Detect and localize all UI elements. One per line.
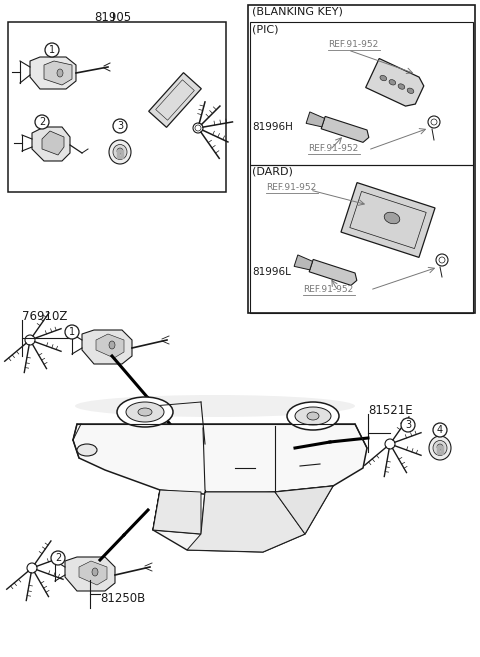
Circle shape [45, 43, 59, 57]
Ellipse shape [307, 412, 319, 420]
Circle shape [51, 551, 65, 565]
Bar [248, 5, 475, 313]
Ellipse shape [433, 440, 447, 455]
Polygon shape [306, 112, 324, 127]
Polygon shape [44, 61, 72, 85]
Ellipse shape [109, 341, 115, 349]
Ellipse shape [77, 444, 97, 456]
Polygon shape [73, 424, 367, 496]
Ellipse shape [126, 402, 164, 422]
Bar [8, 22, 226, 192]
Ellipse shape [295, 407, 331, 425]
Polygon shape [153, 486, 333, 552]
Ellipse shape [117, 397, 173, 427]
Ellipse shape [75, 395, 355, 417]
Polygon shape [275, 486, 333, 534]
Text: (PIC): (PIC) [252, 24, 278, 34]
Text: (BLANKING KEY): (BLANKING KEY) [252, 7, 343, 17]
Polygon shape [309, 260, 357, 285]
Polygon shape [82, 330, 132, 364]
Circle shape [35, 115, 49, 129]
Polygon shape [149, 73, 201, 127]
Text: 3: 3 [117, 121, 123, 131]
Text: REF.91-952: REF.91-952 [266, 183, 316, 192]
Polygon shape [32, 127, 70, 161]
Ellipse shape [138, 408, 152, 416]
Polygon shape [65, 557, 115, 591]
Ellipse shape [407, 88, 414, 93]
Ellipse shape [287, 402, 339, 430]
Circle shape [437, 444, 443, 450]
Text: 81521E: 81521E [368, 404, 413, 417]
Ellipse shape [380, 76, 387, 81]
Polygon shape [96, 334, 124, 358]
Text: REF.91-952: REF.91-952 [308, 144, 358, 153]
Text: 1: 1 [69, 327, 75, 337]
Polygon shape [42, 131, 64, 155]
Text: REF.91-952: REF.91-952 [328, 40, 378, 49]
Circle shape [401, 418, 415, 432]
Text: (DARD): (DARD) [252, 167, 293, 177]
Polygon shape [366, 58, 424, 106]
Text: 2: 2 [55, 553, 61, 563]
Text: REF.91-952: REF.91-952 [303, 285, 353, 294]
Ellipse shape [113, 145, 127, 160]
Polygon shape [321, 116, 369, 143]
Polygon shape [30, 57, 76, 89]
Ellipse shape [109, 140, 131, 164]
Text: 2: 2 [39, 117, 45, 127]
Ellipse shape [57, 69, 63, 77]
Circle shape [433, 423, 447, 437]
Bar [250, 22, 473, 165]
Polygon shape [341, 183, 435, 258]
Ellipse shape [429, 436, 451, 460]
Text: 1: 1 [49, 45, 55, 55]
Polygon shape [79, 561, 107, 585]
Bar [250, 165, 473, 313]
Circle shape [117, 148, 123, 154]
Ellipse shape [389, 79, 396, 85]
Circle shape [113, 119, 127, 133]
Text: 76910Z: 76910Z [22, 310, 67, 323]
Circle shape [65, 325, 79, 339]
Ellipse shape [92, 568, 98, 576]
Polygon shape [294, 255, 312, 270]
Text: 81996L: 81996L [252, 267, 291, 277]
Text: 3: 3 [405, 420, 411, 430]
Text: 4: 4 [437, 425, 443, 435]
Polygon shape [187, 492, 305, 552]
Polygon shape [153, 490, 201, 534]
Ellipse shape [384, 212, 400, 224]
Text: 81250B: 81250B [100, 592, 145, 605]
Ellipse shape [398, 84, 405, 89]
Text: 81996H: 81996H [252, 122, 293, 132]
Text: 81905: 81905 [95, 11, 132, 24]
